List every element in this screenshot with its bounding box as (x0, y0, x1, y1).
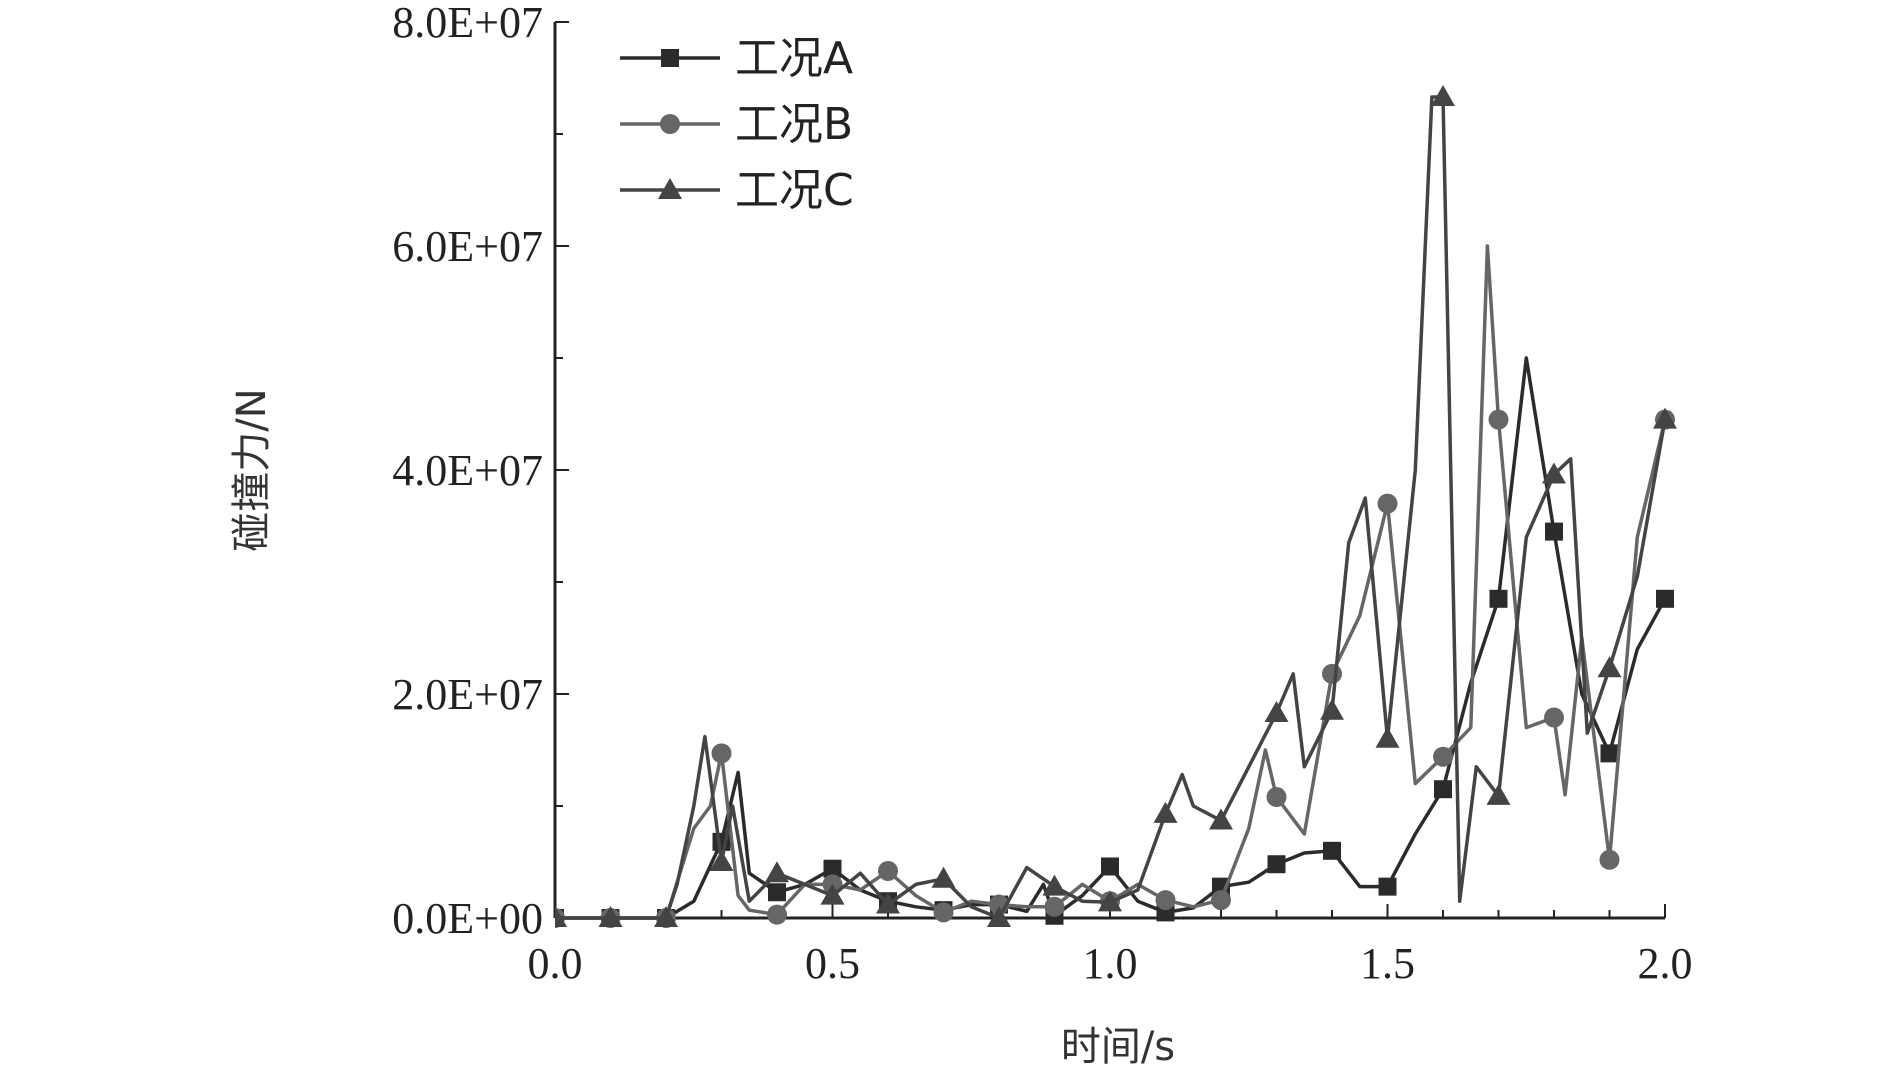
data-point-marker (1542, 462, 1566, 484)
x-tick-label: 1.0 (1083, 939, 1138, 988)
data-point-marker (823, 859, 842, 878)
data-point-marker (1545, 522, 1563, 541)
legend-marker (658, 178, 682, 199)
data-point-marker (1431, 85, 1455, 107)
data-point-marker (598, 906, 623, 927)
x-tick-label: 2.0 (1638, 939, 1693, 988)
data-point-marker (1266, 787, 1287, 808)
data-point-marker (931, 866, 956, 888)
data-point-marker (1599, 849, 1620, 870)
data-point-marker (555, 906, 567, 927)
data-point-marker (820, 883, 845, 905)
data-point-marker (1044, 896, 1065, 917)
data-point-marker (1323, 841, 1341, 860)
legend: 工况A 工况B 工况C (620, 33, 854, 216)
axes: 0.0 0.5 1.0 1.5 2.0 0.0E+00 2.0E+07 4.0E+07 6.0E… (392, 0, 1692, 988)
legend-item: 工况C (620, 165, 854, 216)
series-2 (555, 244, 1675, 928)
data-point-marker (1377, 493, 1398, 514)
data-point-marker (1375, 726, 1400, 748)
x-tick-label: 0.5 (805, 939, 860, 988)
series-line (555, 95, 1667, 920)
legend-label: 工况A (735, 33, 853, 84)
data-point-marker (1098, 890, 1122, 912)
data-point-marker (1434, 780, 1452, 799)
data-point-marker (768, 883, 786, 902)
data-point-marker (1656, 589, 1674, 608)
data-point-marker (767, 904, 787, 925)
y-axis-title: 碰撞力/N (229, 388, 275, 551)
data-point-marker (1211, 890, 1231, 911)
y-tick-label: 4.0E+07 (392, 446, 543, 495)
series-layer (555, 85, 1677, 928)
data-point-marker (1155, 890, 1176, 911)
data-point-marker (1378, 877, 1397, 896)
data-point-marker (1322, 663, 1342, 684)
y-tick-label: 2.0E+07 (392, 670, 543, 719)
data-point-marker (1267, 855, 1286, 874)
data-point-marker (1209, 808, 1233, 830)
data-point-marker (1597, 656, 1622, 678)
data-point-marker (1042, 874, 1067, 896)
series-1 (555, 356, 1674, 927)
x-tick-label: 0.0 (528, 939, 583, 988)
legend-label: 工况C (735, 165, 854, 216)
y-tick-label: 6.0E+07 (392, 222, 543, 271)
data-point-marker (1433, 746, 1453, 767)
data-point-marker (987, 906, 1011, 927)
x-tick-label: 1.5 (1360, 939, 1415, 988)
series-line (555, 244, 1667, 920)
data-point-marker (765, 861, 789, 883)
data-point-marker (709, 850, 734, 871)
series-3 (555, 85, 1677, 927)
legend-marker (660, 114, 680, 134)
data-point-marker (1653, 407, 1677, 429)
y-tick-label: 0.0E+00 (392, 894, 543, 943)
x-axis-title: 时间/s (1061, 1024, 1175, 1070)
legend-item: 工况A (620, 33, 853, 84)
legend-label: 工况B (735, 99, 853, 150)
data-point-marker (654, 906, 678, 927)
data-point-marker (1489, 589, 1508, 608)
data-point-marker (933, 902, 954, 923)
legend-marker (661, 49, 679, 67)
data-point-marker (1486, 783, 1511, 805)
y-tick-label: 8.0E+07 (392, 0, 543, 47)
data-point-marker (878, 860, 898, 881)
data-point-marker (1320, 698, 1344, 720)
legend-item: 工况B (620, 99, 853, 150)
data-point-marker (1544, 707, 1564, 728)
data-point-marker (711, 743, 732, 764)
data-point-marker (1488, 409, 1509, 430)
data-point-marker (1153, 801, 1178, 823)
data-point-marker (1264, 701, 1289, 723)
data-point-marker (1101, 857, 1119, 876)
data-point-marker (1600, 744, 1619, 763)
data-point-marker (876, 892, 900, 914)
